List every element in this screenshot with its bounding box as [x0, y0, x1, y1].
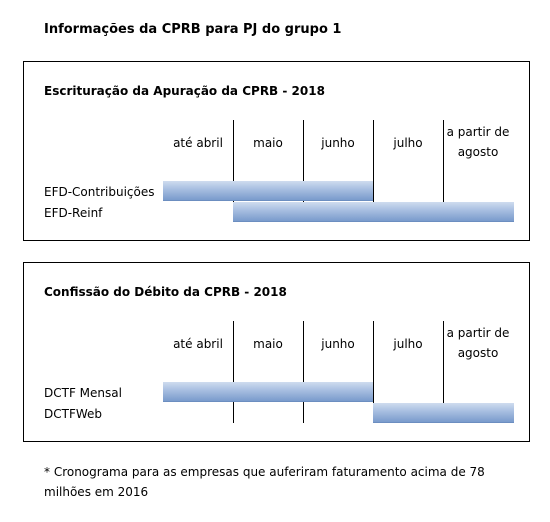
panel-title: Confissão do Débito da CPRB - 2018 — [44, 285, 287, 299]
panel-escrituracao: Escrituração da Apuração da CPRB - 2018 … — [23, 61, 530, 241]
column-divider — [303, 120, 304, 222]
column-label-julho: julho — [393, 337, 423, 351]
row-label-efd-reinf: EFD-Reinf — [44, 206, 103, 220]
page-title: Informações da CPRB para PJ do grupo 1 — [44, 22, 342, 37]
column-divider — [373, 321, 374, 423]
row-label-dctfweb: DCTFWeb — [44, 407, 103, 421]
column-label-junho: junho — [321, 337, 355, 351]
column-divider — [443, 321, 444, 423]
timeline-bar-efd-contribuicoes — [163, 181, 373, 201]
column-divider — [443, 120, 444, 222]
panel-title: Escrituração da Apuração da CPRB - 2018 — [44, 84, 325, 98]
column-label-junho: junho — [321, 136, 355, 150]
column-divider — [303, 321, 304, 423]
timeline-bar-dctf-mensal — [163, 382, 373, 402]
column-label-ate-abril: até abril — [173, 136, 223, 150]
row-label-efd-contribuicoes: EFD-Contribuições — [44, 185, 155, 199]
column-label-julho: julho — [393, 136, 423, 150]
column-label-maio: maio — [253, 337, 283, 351]
row-label-dctf-mensal: DCTF Mensal — [44, 386, 122, 400]
column-label-ate-abril: até abril — [173, 337, 223, 351]
column-divider — [233, 321, 234, 423]
column-label-a-partir-de-agosto: a partir de agosto — [446, 326, 510, 360]
timeline-bar-efd-reinf — [233, 202, 514, 222]
footnote: * Cronograma para as empresas que auferi… — [44, 465, 485, 499]
column-divider — [233, 120, 234, 222]
column-label-a-partir-de-agosto: a partir de agosto — [446, 125, 510, 159]
timeline-bar-dctfweb — [373, 403, 514, 423]
panel-confissao: Confissão do Débito da CPRB - 2018 até a… — [23, 262, 530, 442]
column-divider — [373, 120, 374, 222]
column-label-maio: maio — [253, 136, 283, 150]
